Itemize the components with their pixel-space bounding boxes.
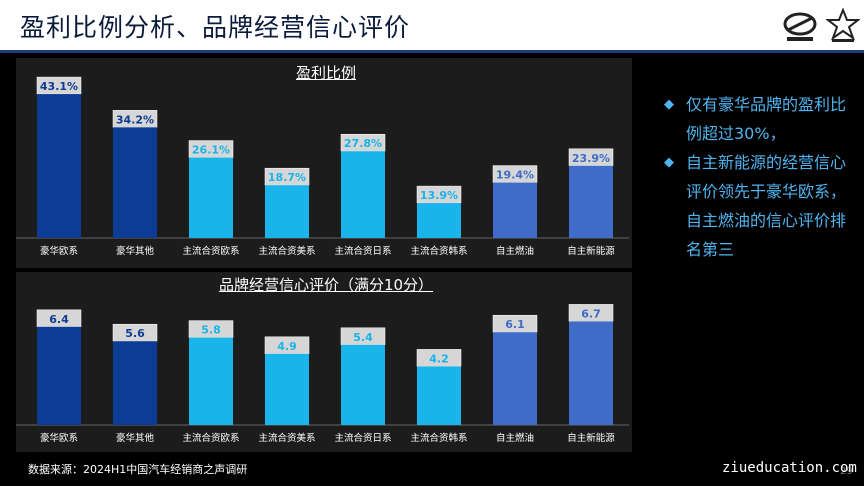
data-label: 19.4% bbox=[496, 169, 534, 182]
bar-group: 5.4 bbox=[340, 327, 386, 425]
category-label: 主流合资美系 bbox=[258, 432, 315, 444]
bar-group: 34.2% bbox=[112, 110, 158, 238]
bar bbox=[417, 203, 461, 238]
category-label: 自主新能源 bbox=[567, 245, 615, 257]
data-label: 6.4 bbox=[49, 313, 69, 326]
category-label: 豪华欧系 bbox=[40, 245, 78, 257]
header-divider bbox=[0, 50, 864, 53]
bar-group: 5.6 bbox=[112, 323, 158, 425]
bar bbox=[37, 94, 81, 238]
category-label: 主流合资日系 bbox=[334, 245, 391, 257]
bar-group: 13.9% bbox=[416, 185, 462, 238]
bar bbox=[189, 337, 233, 425]
bar-cap bbox=[568, 304, 614, 322]
insight-list: ◆ 仅有豪华品牌的盈利比例超过30%， ◆ 自主新能源的经营信心评价领先于豪华欧… bbox=[664, 90, 854, 264]
bar-group: 5.8 bbox=[188, 320, 234, 425]
chart-title: 品牌经营信心评价（满分10分） bbox=[218, 276, 434, 294]
bar bbox=[493, 332, 537, 425]
chart-title: 盈利比例 bbox=[295, 64, 357, 82]
bar-cap bbox=[340, 327, 386, 346]
bar bbox=[113, 341, 157, 425]
diamond-bullet-icon: ◆ bbox=[664, 97, 674, 112]
category-label: 主流合资欧系 bbox=[182, 432, 239, 444]
bar-group: 43.1% bbox=[36, 76, 82, 238]
bar bbox=[265, 353, 309, 425]
insight-text: 仅有豪华品牌的盈利比例超过30%， bbox=[686, 95, 847, 143]
insight-item: ◆ 自主新能源的经营信心评价领先于豪华欧系，自主燃油的信心评价排名第三 bbox=[664, 148, 854, 264]
bar bbox=[113, 127, 157, 238]
bar-group: 6.4 bbox=[36, 309, 82, 425]
bar bbox=[493, 182, 537, 238]
data-label: 6.7 bbox=[581, 307, 601, 320]
insight-text: 自主新能源的经营信心评价领先于豪华欧系，自主燃油的信心评价排名第三 bbox=[686, 153, 847, 259]
category-label: 自主燃油 bbox=[496, 432, 534, 444]
data-label: 23.9% bbox=[572, 152, 610, 165]
confidence-plot: 6.4 豪华欧系 5.6 豪华其他 5.8 主流合资欧系 4.9 主流合资美系 5.4 主流合资日… bbox=[16, 304, 629, 444]
bar-group: 6.1 bbox=[492, 314, 538, 425]
profit-ratio-plot: 43.1% 豪华欧系 34.2% 豪华其他 26.1% 主流合资欧系 18.7% 主流合资美系… bbox=[16, 76, 629, 257]
category-label: 主流合资欧系 bbox=[182, 245, 239, 257]
data-source-note: 数据来源：2024H1中国汽车经销商之声调研 bbox=[28, 463, 248, 476]
confidence-chart: 品牌经营信心评价（满分10分） 6.4 豪华欧系 5.6 豪华其他 5.8 主流合资欧系 4… bbox=[16, 272, 632, 452]
data-label: 18.7% bbox=[268, 171, 306, 184]
bar-cap bbox=[36, 309, 82, 328]
header-bar: 盈利比例分析、品牌经营信心评价 bbox=[0, 0, 864, 50]
bar bbox=[569, 165, 613, 238]
data-label: 34.2% bbox=[116, 113, 154, 126]
data-label: 6.1 bbox=[505, 318, 525, 331]
category-label: 自主燃油 bbox=[496, 245, 534, 257]
bar-group: 27.8% bbox=[340, 133, 386, 238]
bar bbox=[341, 344, 385, 425]
bar-cap bbox=[416, 349, 462, 367]
page-number: 29 bbox=[840, 466, 853, 477]
category-label: 主流合资日系 bbox=[334, 432, 391, 444]
category-label: 豪华其他 bbox=[116, 245, 155, 257]
data-label: 13.9% bbox=[420, 189, 458, 202]
category-label: 主流合资韩系 bbox=[410, 245, 467, 257]
data-label: 26.1% bbox=[192, 144, 230, 157]
bar bbox=[265, 185, 309, 238]
brand-logo-icon bbox=[783, 12, 817, 41]
diamond-bullet-icon: ◆ bbox=[664, 155, 674, 170]
category-label: 自主新能源 bbox=[567, 432, 615, 444]
category-label: 豪华其他 bbox=[116, 432, 155, 444]
data-label: 4.2 bbox=[429, 352, 449, 365]
bar-group: 26.1% bbox=[188, 140, 234, 238]
bar bbox=[189, 157, 233, 238]
data-label: 43.1% bbox=[40, 80, 78, 93]
association-logo-icon bbox=[826, 8, 860, 42]
data-label: 5.4 bbox=[353, 331, 373, 344]
bar bbox=[569, 321, 613, 425]
category-label: 豪华欧系 bbox=[40, 432, 78, 444]
category-label: 主流合资韩系 bbox=[410, 432, 467, 444]
bar-group: 6.7 bbox=[568, 304, 614, 425]
data-label: 4.9 bbox=[277, 340, 297, 353]
insight-item: ◆ 仅有豪华品牌的盈利比例超过30%， bbox=[664, 90, 854, 148]
data-label: 5.8 bbox=[201, 324, 221, 337]
data-label: 5.6 bbox=[125, 327, 145, 340]
bar-group: 23.9% bbox=[568, 148, 614, 238]
bar-group: 4.9 bbox=[264, 336, 310, 425]
bar-group: 4.2 bbox=[416, 349, 462, 425]
profit-ratio-chart: 盈利比例 43.1% 豪华欧系 34.2% 豪华其他 26.1% 主流合资欧系 18.7% 主… bbox=[16, 58, 632, 268]
watermark: ziueducation.com bbox=[722, 460, 857, 476]
bar-cap bbox=[264, 336, 310, 355]
bar bbox=[341, 151, 385, 238]
bar bbox=[37, 326, 81, 425]
category-label: 主流合资美系 bbox=[258, 245, 315, 257]
page-title: 盈利比例分析、品牌经营信心评价 bbox=[20, 13, 411, 42]
data-label: 27.8% bbox=[344, 137, 382, 150]
bar bbox=[417, 366, 461, 425]
bar-group: 19.4% bbox=[492, 165, 538, 238]
bar-group: 18.7% bbox=[264, 167, 310, 238]
